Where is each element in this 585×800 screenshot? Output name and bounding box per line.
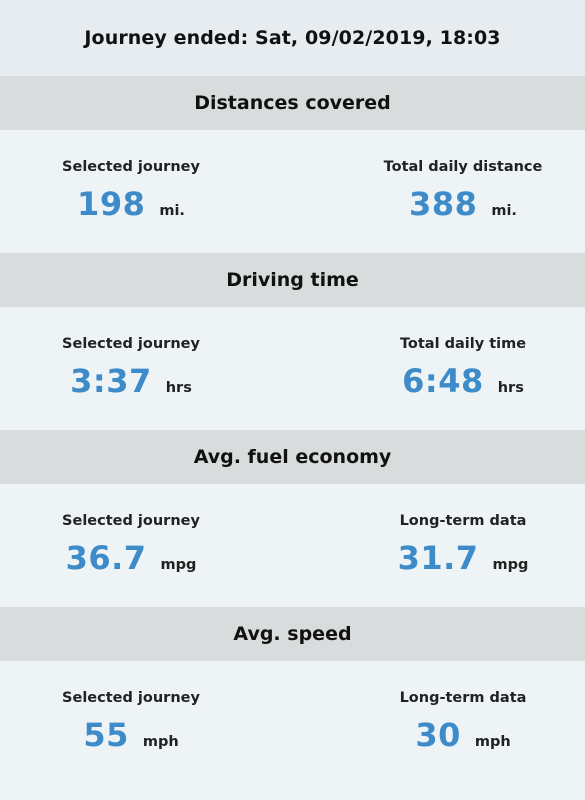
stat-value: 6:48	[402, 362, 484, 400]
section-title-distances: Distances covered	[0, 76, 585, 130]
stat-unit: mi.	[159, 203, 185, 219]
section-body-distances: Selected journey 198 mi. Total daily dis…	[0, 130, 585, 253]
stat-unit: mph	[142, 734, 179, 750]
stat-unit: mi.	[491, 203, 517, 219]
stat-value-row: 3:37 hrs	[31, 362, 231, 400]
section-title-text: Driving time	[226, 269, 359, 291]
stat-value: 198	[77, 185, 146, 223]
stat-label: Total daily distance	[383, 159, 543, 175]
section-body-avg-speed: Selected journey 55 mph Long-term data 3…	[0, 661, 585, 784]
stat-label: Total daily time	[399, 336, 527, 352]
section-title-text: Avg. fuel economy	[193, 446, 392, 468]
stat-label: Selected journey	[62, 159, 200, 175]
stat-value: 3:37	[70, 362, 152, 400]
stat-unit: mpg	[492, 557, 529, 573]
stat-value-row: 36.7 mpg	[31, 539, 231, 577]
stat-selected-journey-distance: Selected journey 198 mi.	[31, 130, 231, 253]
section-title-avg-speed: Avg. speed	[0, 607, 585, 661]
section-title-driving-time: Driving time	[0, 253, 585, 307]
section-body-fuel-economy: Selected journey 36.7 mpg Long-term data…	[0, 484, 585, 607]
journey-ended-title: Journey ended: Sat, 09/02/2019, 18:03	[84, 27, 501, 49]
stat-label: Selected journey	[62, 690, 200, 706]
stat-unit: hrs	[497, 380, 524, 396]
stat-selected-journey-fuel: Selected journey 36.7 mpg	[31, 484, 231, 607]
stat-value-row: 198 mi.	[31, 185, 231, 223]
section-title-text: Avg. speed	[233, 623, 352, 645]
stat-selected-journey-speed: Selected journey 55 mph	[31, 661, 231, 784]
stat-label: Long-term data	[399, 513, 527, 529]
section-title-fuel-economy: Avg. fuel economy	[0, 430, 585, 484]
stat-value: 31.7	[397, 539, 479, 577]
journey-header: Journey ended: Sat, 09/02/2019, 18:03	[0, 0, 585, 76]
stat-unit: hrs	[165, 380, 192, 396]
stat-value-row: 31.7 mpg	[363, 539, 563, 577]
stat-value: 36.7	[65, 539, 147, 577]
stat-value-row: 55 mph	[31, 716, 231, 754]
stat-value-row: 6:48 hrs	[363, 362, 563, 400]
stat-selected-journey-time: Selected journey 3:37 hrs	[31, 307, 231, 430]
stat-label: Selected journey	[62, 336, 200, 352]
stat-value: 388	[409, 185, 478, 223]
stat-total-daily-time: Total daily time 6:48 hrs	[363, 307, 563, 430]
stat-unit: mpg	[160, 557, 197, 573]
stat-label: Selected journey	[62, 513, 200, 529]
stat-long-term-speed: Long-term data 30 mph	[363, 661, 563, 784]
stat-value: 30	[415, 716, 461, 754]
stat-unit: mph	[474, 734, 511, 750]
stat-total-daily-distance: Total daily distance 388 mi.	[363, 130, 563, 253]
section-body-driving-time: Selected journey 3:37 hrs Total daily ti…	[0, 307, 585, 430]
stat-label: Long-term data	[399, 690, 527, 706]
section-title-text: Distances covered	[194, 92, 391, 114]
stat-value: 55	[83, 716, 129, 754]
stat-value-row: 30 mph	[363, 716, 563, 754]
stat-long-term-fuel: Long-term data 31.7 mpg	[363, 484, 563, 607]
stat-value-row: 388 mi.	[363, 185, 563, 223]
